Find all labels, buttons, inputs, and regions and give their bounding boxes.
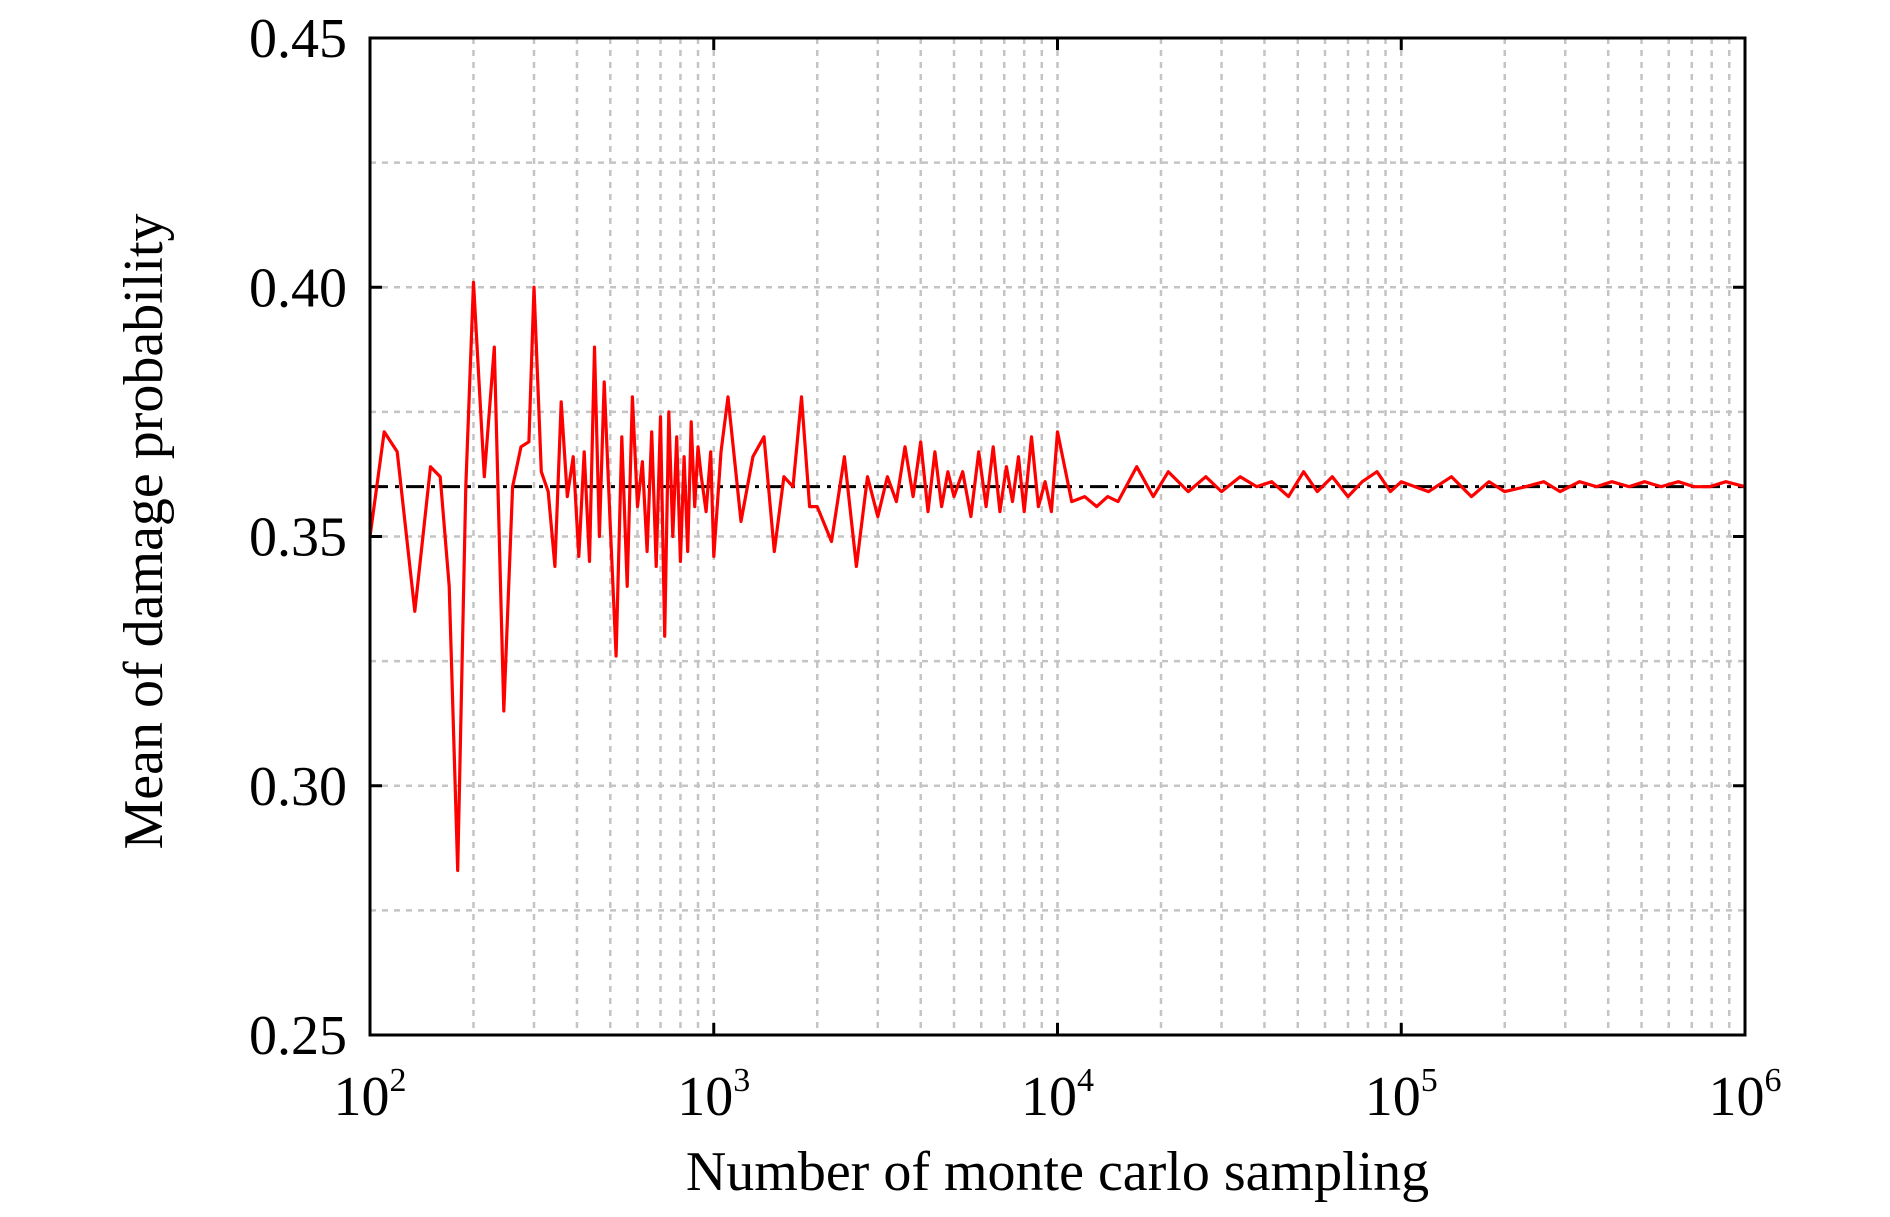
x-tick-label: 103 <box>677 1062 750 1128</box>
x-tick-label: 102 <box>334 1062 407 1128</box>
grid-minor-x <box>472 38 1731 1035</box>
ticks <box>368 36 1747 1037</box>
y-tick-label: 0.25 <box>249 1005 347 1067</box>
x-tick-label: 105 <box>1365 1062 1438 1128</box>
y-tick-labels: 0.25 0.30 0.35 0.40 0.45 <box>249 8 347 1067</box>
y-tick-label: 0.45 <box>249 8 347 70</box>
series-line <box>368 280 1746 873</box>
y-tick-label: 0.30 <box>249 756 347 818</box>
series-layer <box>368 280 1746 873</box>
y-tick-label: 0.40 <box>249 257 347 319</box>
x-axis-title: Number of monte carlo sampling <box>686 1141 1429 1203</box>
x-tick-label: 106 <box>1709 1062 1782 1128</box>
x-tick-labels: 102 103 104 105 106 <box>334 1062 1782 1128</box>
y-tick-label: 0.35 <box>249 507 347 569</box>
y-axis-title: Mean of damage probability <box>113 213 175 849</box>
x-tick-label: 104 <box>1021 1062 1094 1128</box>
